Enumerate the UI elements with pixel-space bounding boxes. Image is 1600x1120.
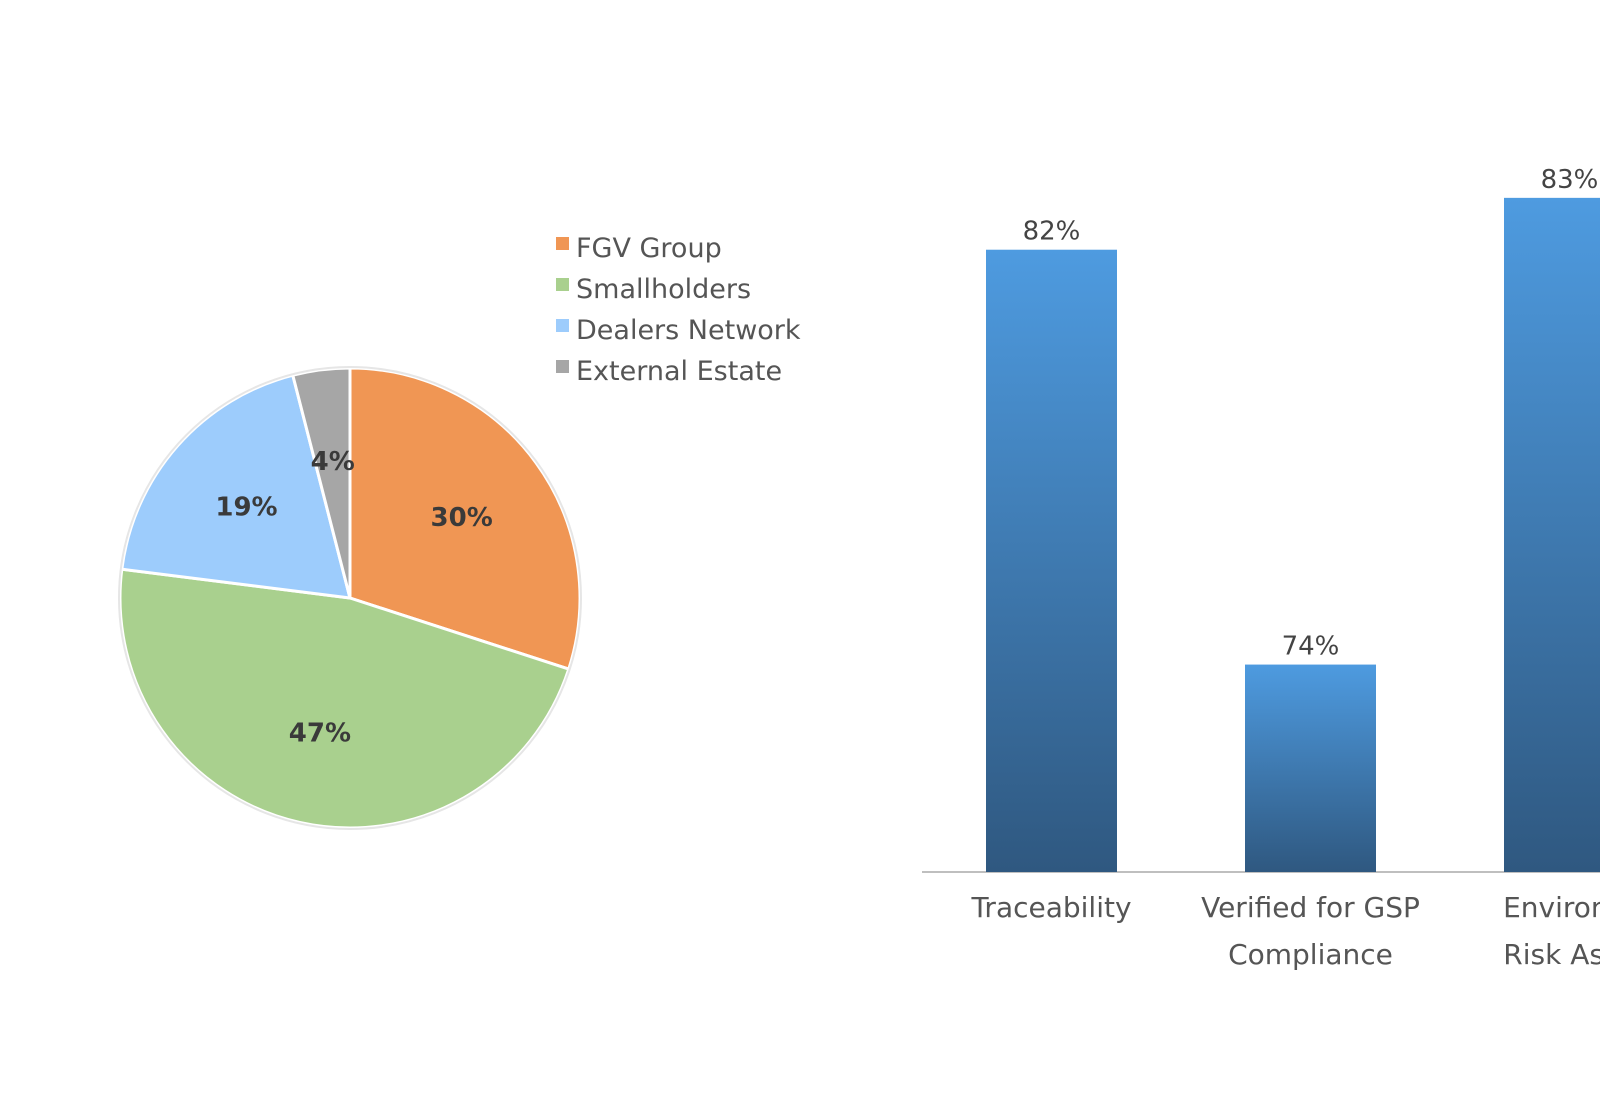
legend-label-dealers-network: Dealers Network bbox=[576, 315, 801, 346]
bar-chart: 82% Traceability 74% Verified for GSP Compli… bbox=[922, 165, 1600, 971]
legend-swatch-external-estate bbox=[556, 360, 569, 373]
pie-data-label-external-estate: 4% bbox=[311, 447, 355, 477]
bar-category-label-traceability: Traceability bbox=[970, 891, 1131, 924]
pie-legend: FGV Group Smallholders Dealers Network Exte… bbox=[556, 233, 801, 387]
legend-swatch-dealers-network bbox=[556, 319, 569, 332]
legend-label-smallholders: Smallholders bbox=[576, 274, 751, 305]
pie-outline bbox=[118, 366, 582, 830]
bar-value-label-traceability: 82% bbox=[1023, 217, 1081, 247]
bar-traceability bbox=[986, 249, 1117, 872]
bar-value-label-environm-risk-asse: 83% bbox=[1541, 165, 1599, 195]
pie-slice-fgv-group bbox=[348, 366, 582, 671]
bar-category-label-environm-risk-asse: Environm bbox=[1503, 891, 1600, 924]
pie-data-label-fgv-group: 30% bbox=[431, 503, 493, 533]
bar-value-label-verified-for-gsp-compliance: 74% bbox=[1282, 632, 1340, 662]
legend-label-external-estate: External Estate bbox=[576, 356, 782, 387]
bar-environm-risk-asse bbox=[1504, 197, 1600, 872]
pie-slice-dealers-network bbox=[120, 373, 353, 600]
legend-swatch-fgv-group bbox=[556, 237, 569, 250]
pie-data-label-dealers-network: 19% bbox=[215, 493, 277, 523]
pie-data-label-smallholders: 47% bbox=[289, 719, 351, 749]
bar-category-label-environm-risk-asse-line2: Risk Asse bbox=[1503, 938, 1600, 971]
legend-swatch-smallholders bbox=[556, 278, 569, 291]
legend-label-fgv-group: FGV Group bbox=[576, 233, 722, 264]
bar-category-label-verified-for-gsp-compliance-line2: Compliance bbox=[1228, 938, 1393, 971]
pie-chart: 30% 47% 19% 4% bbox=[118, 366, 582, 830]
pie-slice-smallholders bbox=[118, 567, 571, 830]
bar-category-label-verified-for-gsp-compliance: Verified for GSP bbox=[1201, 891, 1420, 924]
bar-verified-for-gsp-compliance bbox=[1245, 664, 1376, 872]
